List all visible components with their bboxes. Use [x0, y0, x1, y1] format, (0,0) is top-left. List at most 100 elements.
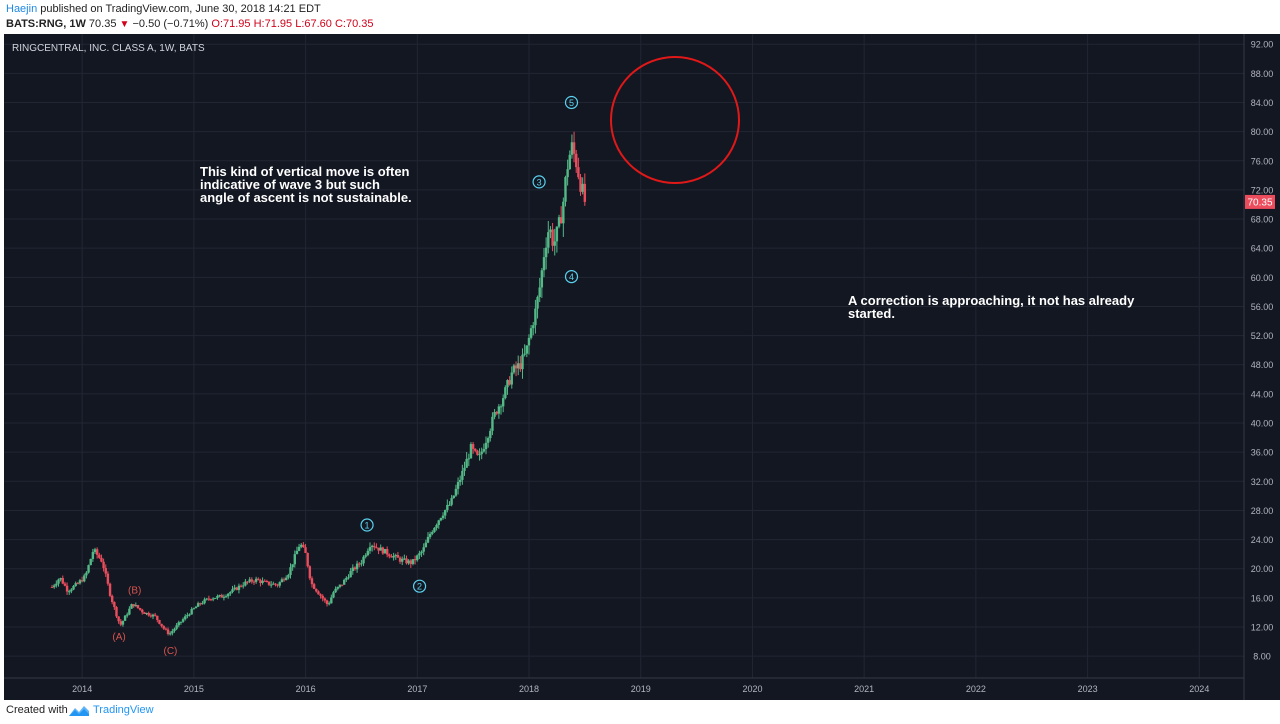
chart-area[interactable]: 8.00 12.00 16.00 20.00 24.00 28.00 32.00 36.00 4…	[0, 34, 1280, 700]
high-value: 71.95	[264, 18, 293, 30]
candle-body	[422, 547, 425, 552]
publication-header: Haejin published on TradingView.com, Jun…	[0, 0, 1280, 34]
candle-body	[151, 614, 155, 617]
candle-body	[401, 559, 404, 562]
candle-body	[153, 614, 157, 616]
candle-body	[443, 510, 447, 516]
candle-body	[128, 608, 131, 615]
candle-body	[542, 257, 546, 271]
candle-body	[76, 583, 80, 585]
candle-body	[164, 628, 168, 630]
candle-body	[143, 612, 146, 614]
candle-body	[508, 380, 511, 385]
candle-body	[489, 430, 492, 439]
candle-body	[239, 585, 243, 587]
author-link[interactable]: Haejin	[6, 3, 38, 15]
candle-body	[306, 552, 309, 567]
candle-body	[52, 585, 56, 587]
candle-body	[168, 633, 172, 635]
candle-body	[441, 515, 445, 519]
candle-body	[463, 467, 466, 471]
last-price-tag-text: 70.35	[1247, 197, 1272, 208]
candle-body	[431, 532, 434, 534]
y-tick-label: 60.00	[1251, 273, 1274, 283]
price-axis[interactable]: 8.00 12.00 16.00 20.00 24.00 28.00 32.00 36.00 4…	[1251, 40, 1274, 662]
candle-body	[360, 563, 363, 565]
candle-body	[446, 505, 449, 511]
x-tick-label: 2020	[742, 684, 762, 694]
candle-body	[222, 596, 226, 598]
x-tick-label: 2019	[631, 684, 651, 694]
candle-body	[493, 412, 496, 417]
candle-body	[349, 571, 352, 578]
candle-body	[572, 142, 576, 154]
candle-body	[308, 566, 312, 579]
candle-body	[254, 578, 258, 582]
candle-body	[347, 577, 350, 579]
candle-body	[259, 580, 262, 583]
candle-body	[319, 594, 322, 596]
x-tick-label: 2022	[966, 684, 986, 694]
candle-body	[345, 577, 348, 580]
candle-body	[102, 561, 105, 569]
candle-body	[158, 619, 161, 624]
candle-body	[527, 337, 531, 346]
close-label: C:	[334, 18, 346, 30]
candle-body	[456, 482, 460, 489]
created-with-text: Created with	[6, 704, 68, 716]
candle-body	[162, 626, 165, 629]
candle-body	[175, 625, 178, 629]
candle-body	[136, 605, 140, 609]
candle-body	[89, 558, 92, 566]
candle-body	[368, 547, 372, 551]
candle-body	[141, 609, 144, 613]
candle-body	[85, 572, 88, 576]
time-axis[interactable]: 2014 2015 2016 2017 2018 2019 2020 2021 2022 2023…	[72, 684, 1209, 694]
candle-body	[450, 498, 453, 505]
candle-body	[108, 583, 112, 596]
last-price-tag-bg	[1245, 194, 1275, 209]
y-tick-label: 76.00	[1251, 156, 1274, 166]
candle-body	[525, 345, 529, 354]
candle-body	[145, 612, 148, 614]
candle-body	[199, 603, 202, 605]
chart-grid	[4, 34, 1244, 678]
candle-body	[285, 577, 288, 581]
candle-body	[506, 380, 509, 388]
candle-body	[63, 583, 67, 586]
candle-body	[358, 563, 361, 565]
candle-body	[428, 533, 432, 537]
candle-body	[257, 578, 260, 581]
candle-body	[566, 169, 569, 178]
candle-body	[439, 518, 443, 521]
candle-body	[186, 615, 189, 617]
candle-body	[121, 620, 125, 625]
candle-body	[583, 183, 587, 202]
candle-body	[340, 584, 344, 586]
wave-label-4: 4	[569, 272, 574, 282]
candle-body	[577, 167, 580, 178]
tradingview-brand-link[interactable]: TradingView	[93, 704, 154, 716]
candle-body	[106, 573, 110, 584]
x-tick-label: 2021	[854, 684, 874, 694]
candle-body	[57, 579, 60, 584]
abc-label: (C)	[164, 646, 178, 657]
tradingview-logo-icon[interactable]	[68, 703, 90, 719]
published-text: published on TradingView.com, June 30, 2…	[40, 3, 321, 15]
candle-body	[381, 547, 385, 554]
candle-body	[523, 353, 526, 355]
candle-body	[435, 525, 438, 528]
wave-label-circle	[564, 95, 579, 110]
candle-body	[536, 297, 539, 309]
wave-label-circle	[564, 269, 579, 284]
candle-body	[315, 588, 318, 592]
y-tick-label: 56.00	[1251, 302, 1274, 312]
price-chart[interactable]: 8.00 12.00 16.00 20.00 24.00 28.00 32.00 36.00 4…	[0, 34, 1280, 700]
candle-body	[579, 177, 582, 192]
candle-body	[529, 328, 533, 338]
candle-body	[231, 589, 234, 593]
x-tick-label: 2017	[407, 684, 427, 694]
candle-body	[287, 574, 290, 578]
candle-body	[521, 354, 524, 370]
y-tick-label: 12.00	[1251, 623, 1274, 633]
